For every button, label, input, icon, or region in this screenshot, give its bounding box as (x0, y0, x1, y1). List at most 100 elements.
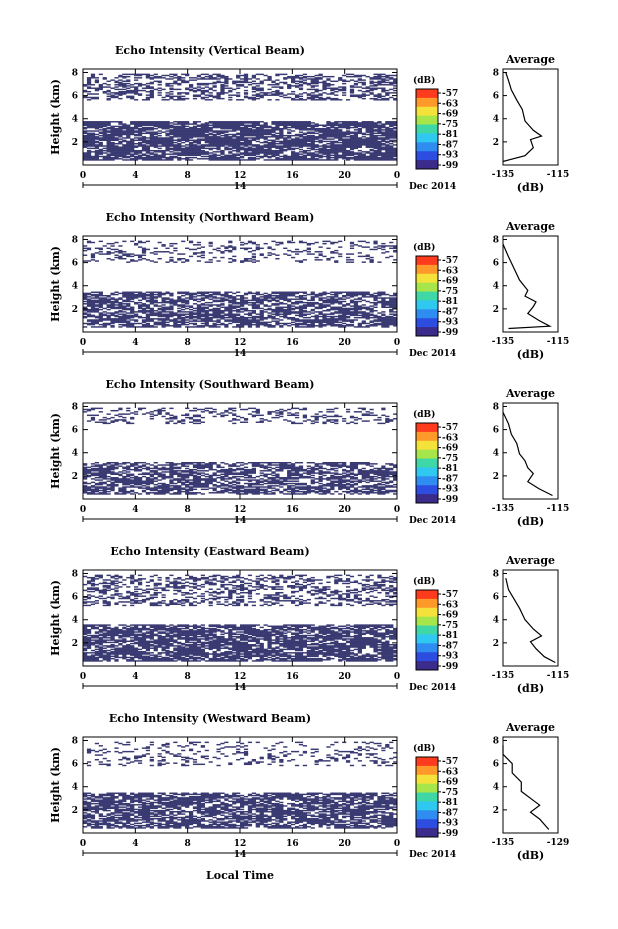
echo-cell (314, 96, 319, 99)
echo-cell (208, 156, 213, 159)
echo-cell (298, 291, 304, 293)
echo-cell (102, 253, 107, 255)
echo-cell (381, 129, 386, 131)
echo-cell (141, 303, 147, 305)
echo-cell (106, 159, 111, 161)
echo-cell (224, 79, 229, 81)
echo-cell (236, 153, 241, 155)
echo-cell (294, 155, 300, 158)
echo-cell (255, 152, 260, 154)
echo-cell (94, 299, 99, 302)
echo-cell (149, 81, 154, 84)
echo-cell (318, 253, 323, 255)
echo-cell (377, 94, 382, 96)
echo-cell (134, 137, 139, 139)
echo-cell (314, 154, 319, 157)
echo-cell (314, 140, 319, 143)
echo-cell (157, 307, 162, 310)
echo-cell (247, 96, 253, 99)
echo-cell (243, 86, 249, 88)
echo-cell (377, 315, 382, 318)
echo-cell (298, 121, 304, 123)
echo-cell (373, 310, 378, 312)
echo-cell (267, 299, 272, 302)
echo-cell (130, 153, 135, 155)
echo-cell (236, 151, 241, 153)
echo-cell (141, 146, 147, 148)
echo-cell (110, 92, 115, 94)
echo-cell (137, 151, 143, 153)
echo-cell (247, 124, 253, 126)
echo-cell (389, 127, 394, 130)
echo-cell (224, 155, 229, 158)
echo-cell (106, 312, 111, 314)
echo-cell (110, 152, 115, 154)
echo-cell (192, 151, 198, 153)
echo-cell (102, 121, 107, 123)
echo-cell (157, 134, 162, 137)
echo-cell (130, 89, 135, 92)
echo-cell (224, 146, 229, 148)
echo-cell (83, 144, 88, 146)
echo-cell (149, 252, 154, 254)
echo-cell (236, 92, 241, 94)
echo-cell (302, 156, 308, 159)
echo-cell (83, 95, 88, 98)
echo-cell (306, 134, 311, 137)
echo-cell (149, 159, 154, 161)
echo-cell (334, 156, 339, 159)
echo-cell (188, 84, 194, 86)
echo-cell (271, 320, 276, 322)
colorbar-swatch (416, 97, 438, 108)
echo-cell (342, 304, 347, 306)
echo-cell (240, 247, 245, 250)
echo-cell (314, 74, 319, 77)
echo-cell (330, 129, 335, 131)
echo-cell (94, 77, 99, 79)
echo-cell (334, 88, 339, 91)
echo-cell (243, 92, 249, 94)
echo-cell (310, 301, 315, 304)
echo-cell (251, 137, 256, 139)
echo-cell (188, 320, 194, 322)
echo-cell (141, 153, 147, 155)
echo-cell (157, 158, 162, 160)
echo-cell (200, 78, 205, 80)
echo-cell (302, 145, 308, 147)
echo-cell (263, 129, 268, 131)
average-y-tick-label: 8 (493, 235, 499, 245)
echo-cell (287, 77, 292, 79)
echo-cell (94, 291, 99, 293)
echo-cell (251, 154, 256, 157)
echo-cell (255, 304, 260, 306)
echo-cell (137, 304, 143, 306)
echo-cell (141, 319, 147, 321)
echo-cell (228, 257, 233, 260)
echo-cell (294, 296, 300, 298)
echo-cell (310, 315, 315, 318)
echo-cell (259, 81, 264, 84)
echo-cell (330, 75, 335, 78)
echo-cell (106, 158, 111, 160)
echo-cell (145, 74, 151, 77)
echo-cell (177, 138, 182, 140)
echo-cell (369, 85, 374, 87)
echo-cell (263, 136, 268, 138)
echo-cell (279, 291, 284, 293)
echo-cell (200, 251, 205, 253)
echo-cell (389, 88, 394, 91)
echo-cell (334, 126, 339, 129)
echo-cell (259, 145, 264, 147)
echo-cell (381, 75, 386, 78)
echo-cell (357, 149, 362, 152)
echo-cell (185, 121, 190, 123)
echo-cell (98, 326, 103, 328)
echo-cell (291, 311, 296, 313)
echo-cell (204, 96, 209, 99)
echo-cell (373, 246, 378, 248)
echo-cell (94, 88, 99, 91)
echo-cell (259, 152, 264, 154)
echo-cell (114, 86, 119, 88)
echo-cell (310, 153, 315, 155)
echo-cell (389, 81, 394, 84)
